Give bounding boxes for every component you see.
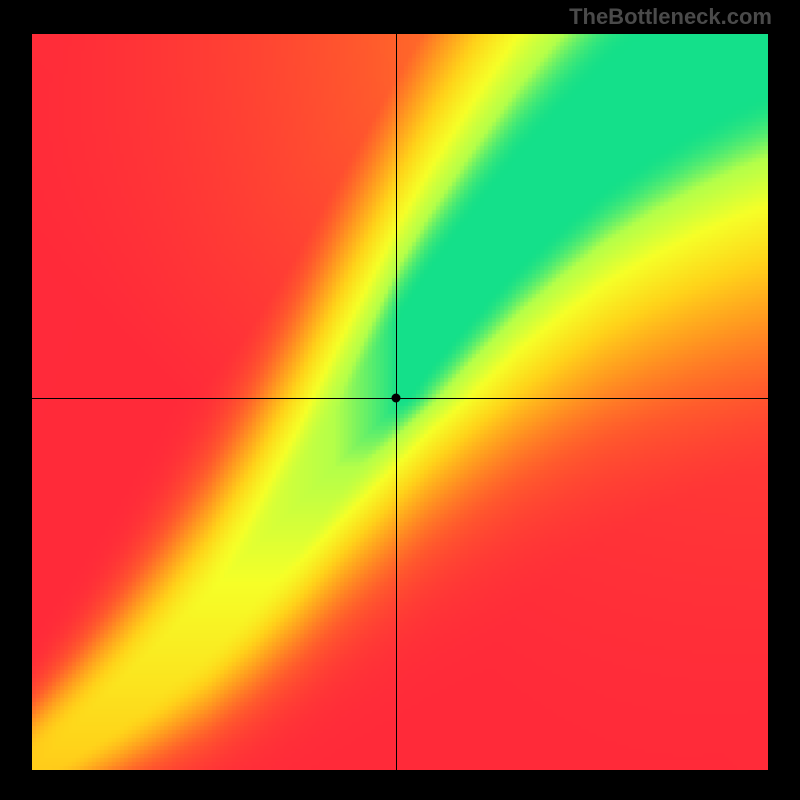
crosshair-marker	[392, 394, 401, 403]
watermark-text: TheBottleneck.com	[569, 4, 772, 30]
bottleneck-heatmap	[32, 34, 768, 770]
